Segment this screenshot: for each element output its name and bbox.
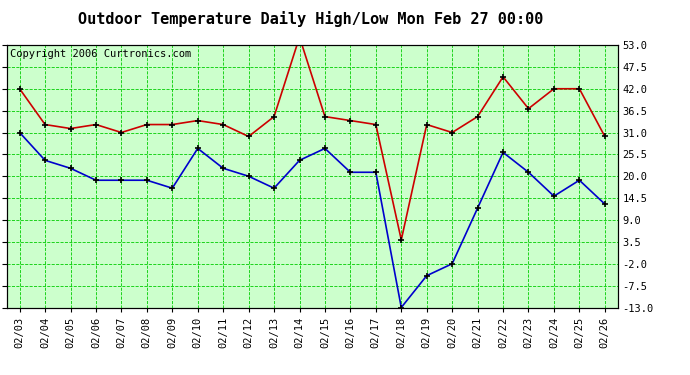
- Text: Outdoor Temperature Daily High/Low Mon Feb 27 00:00: Outdoor Temperature Daily High/Low Mon F…: [78, 11, 543, 27]
- Text: Copyright 2006 Curtronics.com: Copyright 2006 Curtronics.com: [10, 49, 191, 59]
